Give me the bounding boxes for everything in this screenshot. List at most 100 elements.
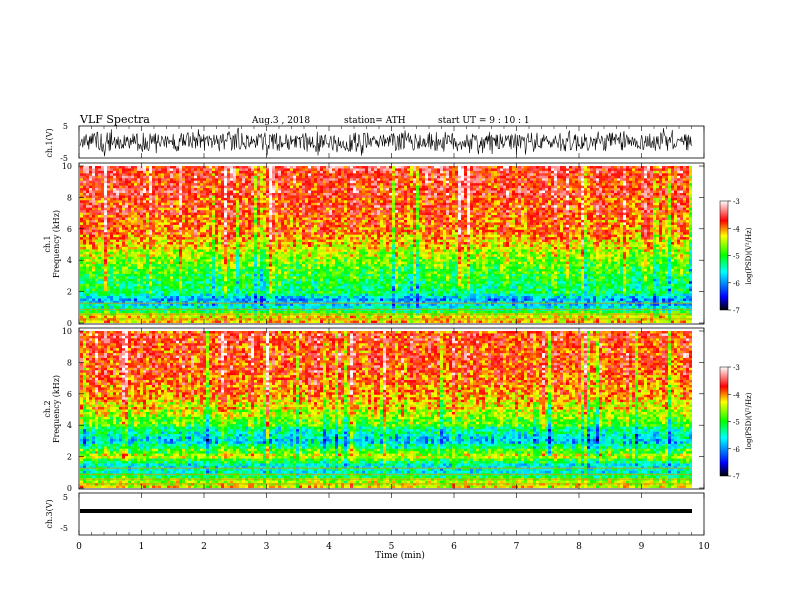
spectrogram-cell: [542, 200, 546, 204]
spectrogram-cell: [509, 205, 513, 209]
spectrogram-cell: [386, 210, 390, 214]
spectrogram-cell: [527, 215, 531, 218]
spectrogram-cell: [344, 188, 348, 191]
spectrogram-cell: [161, 190, 165, 194]
spectrogram-cell: [83, 207, 87, 211]
spectrogram-cell: [242, 205, 246, 209]
spectrogram-cell: [464, 173, 468, 177]
spectrogram-cell: [482, 197, 486, 201]
spectrogram-cell: [491, 180, 495, 184]
spectrogram-cell: [176, 200, 180, 204]
spectrogram-cell: [212, 202, 216, 206]
spectrogram-cell: [281, 180, 285, 184]
spectrogram-cell: [422, 178, 426, 182]
spectrogram-cell: [215, 222, 219, 226]
spectrogram-cell: [671, 202, 675, 206]
spectrogram-cell: [536, 190, 540, 194]
spectrogram-cell: [326, 217, 330, 221]
spectrogram-cell: [575, 168, 579, 172]
spectrogram-cell: [419, 175, 423, 179]
spectrogram-cell: [410, 222, 414, 226]
spectrogram-cell: [653, 183, 657, 187]
spectrogram-cell: [233, 210, 237, 214]
spectrogram-cell: [158, 166, 162, 169]
spectrogram-cell: [617, 205, 621, 209]
spectrogram-cell: [596, 219, 600, 223]
spectrogram-cell: [233, 180, 237, 184]
spectrogram-cell: [512, 219, 516, 223]
spectrogram-cell: [641, 205, 645, 209]
spectrogram-cell: [569, 175, 573, 179]
spectrogram-cell: [101, 180, 105, 184]
spectrogram-cell: [350, 175, 354, 179]
spectrogram-cell: [518, 175, 522, 179]
spectrogram-cell: [212, 197, 216, 201]
spectrogram-cell: [365, 210, 369, 214]
spectrogram-cell: [578, 185, 582, 189]
spectrogram-cell: [173, 185, 177, 189]
spectrogram-cell: [584, 170, 588, 174]
spectrogram-cell: [134, 202, 138, 206]
spectrogram-cell: [224, 205, 228, 209]
spectrogram-cell: [623, 205, 627, 209]
spectrogram-cell: [656, 219, 660, 223]
spectrogram-cell: [386, 205, 390, 209]
spectrogram-cell: [101, 168, 105, 172]
spectrogram-cell: [650, 197, 654, 201]
spectrogram-cell: [485, 200, 489, 204]
spectrogram-cell: [530, 175, 534, 179]
spectrogram-cell: [635, 168, 639, 172]
spectrogram-cell: [263, 215, 267, 218]
spectrogram-cell: [149, 185, 153, 189]
spectrogram-cell: [389, 183, 393, 187]
spectrogram-cell: [308, 200, 312, 204]
spectrogram-cell: [257, 210, 261, 214]
spectrogram-cell: [503, 190, 507, 194]
spectrogram-cell: [212, 195, 216, 199]
spectrogram-cell: [377, 212, 381, 216]
spectrogram-cell: [314, 212, 318, 216]
spectrogram-cell: [221, 205, 225, 209]
spectrogram-cell: [578, 222, 582, 226]
spectrogram-cell: [665, 219, 669, 223]
spectrogram-cell: [566, 188, 570, 191]
spectrogram-cell: [596, 170, 600, 174]
spectrogram-cell: [440, 202, 444, 206]
spectrogram-cell: [248, 188, 252, 191]
spectrogram-cell: [191, 222, 195, 226]
spectrogram-cell: [362, 190, 366, 194]
spectrogram-cell: [353, 190, 357, 194]
spectrogram-cell: [131, 192, 135, 196]
spectrogram-cell: [149, 170, 153, 174]
spectrogram-cell: [578, 205, 582, 209]
spectrogram-cell: [278, 173, 282, 177]
spectrogram-cell: [116, 192, 120, 196]
spectrogram-cell: [341, 197, 345, 201]
spectrogram-cell: [335, 180, 339, 184]
spectrogram-cell: [614, 188, 618, 191]
spectrogram-cell: [362, 192, 366, 196]
spectrogram-cell: [338, 185, 342, 189]
spectrogram-cell: [452, 173, 456, 177]
spectrogram-cell: [278, 195, 282, 199]
spectrogram-cell: [188, 195, 192, 199]
spectrogram-cell: [80, 180, 84, 184]
spectrogram-cell: [674, 222, 678, 226]
spectrogram-cell: [593, 185, 597, 189]
spectrogram-cell: [125, 200, 129, 204]
spectrogram-cell: [470, 219, 474, 223]
spectrogram-cell: [245, 173, 249, 177]
spectrogram-cell: [116, 195, 120, 199]
spectrogram-cell: [458, 190, 462, 194]
spectrogram-cell: [308, 170, 312, 174]
spectrogram-cell: [179, 183, 183, 187]
spectrogram-cell: [392, 190, 396, 194]
spectrogram-cell: [659, 212, 663, 216]
spectrogram-cell: [86, 212, 90, 216]
spectrogram-cell: [623, 183, 627, 187]
spectrogram-cell: [128, 219, 132, 223]
spectrogram-cell: [653, 202, 657, 206]
spectrogram-cell: [374, 178, 378, 182]
spectrogram-cell: [182, 224, 186, 228]
spectrogram-cell: [164, 195, 168, 199]
